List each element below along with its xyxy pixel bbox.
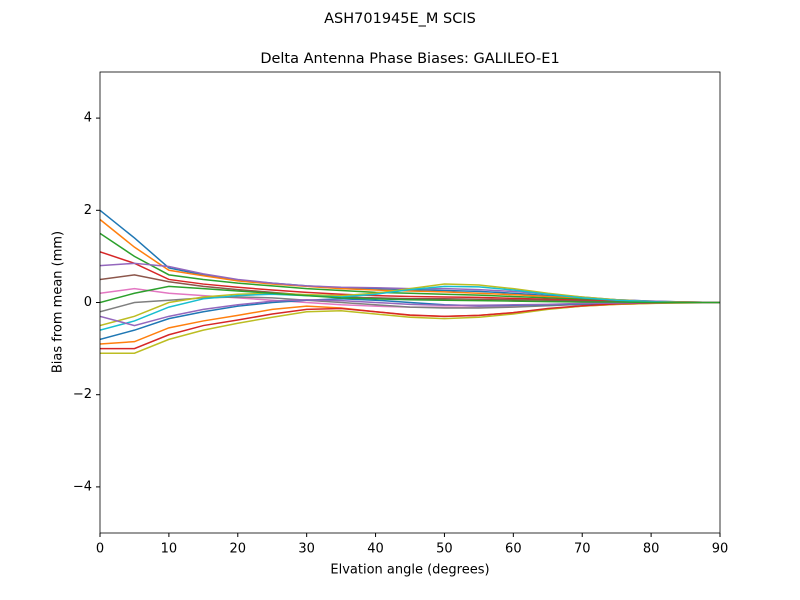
y-tick-label: 0 (84, 295, 92, 310)
x-tick-label: 80 (643, 542, 660, 557)
y-tick-label: −4 (73, 479, 92, 494)
x-tick-label: 30 (298, 542, 315, 557)
y-tick-label: 4 (84, 111, 92, 126)
x-tick-label: 20 (230, 542, 247, 557)
series-line (100, 285, 720, 331)
x-tick-label: 10 (161, 542, 178, 557)
y-tick-label: 2 (84, 203, 92, 218)
x-tick-label: 60 (505, 542, 522, 557)
y-tick-label: −2 (73, 387, 92, 402)
x-tick-label: 50 (436, 542, 453, 557)
chart-title: Delta Antenna Phase Biases: GALILEO-E1 (260, 51, 559, 67)
suptitle: ASH701945E_M SCIS (324, 11, 476, 27)
x-tick-label: 0 (96, 542, 104, 557)
x-tick-label: 90 (712, 542, 729, 557)
x-tick-label: 70 (574, 542, 591, 557)
series-line (100, 301, 720, 350)
series-line (100, 285, 720, 304)
series-line (100, 298, 720, 327)
x-tick-label: 40 (367, 542, 384, 557)
y-axis-label: Bias from mean (mm) (51, 231, 66, 373)
x-axis-label: Elvation angle (degrees) (330, 563, 489, 578)
